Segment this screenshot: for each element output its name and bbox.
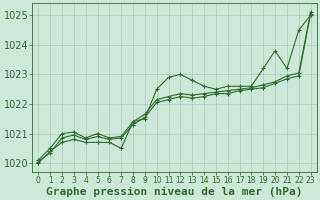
X-axis label: Graphe pression niveau de la mer (hPa): Graphe pression niveau de la mer (hPa) [46,186,303,197]
